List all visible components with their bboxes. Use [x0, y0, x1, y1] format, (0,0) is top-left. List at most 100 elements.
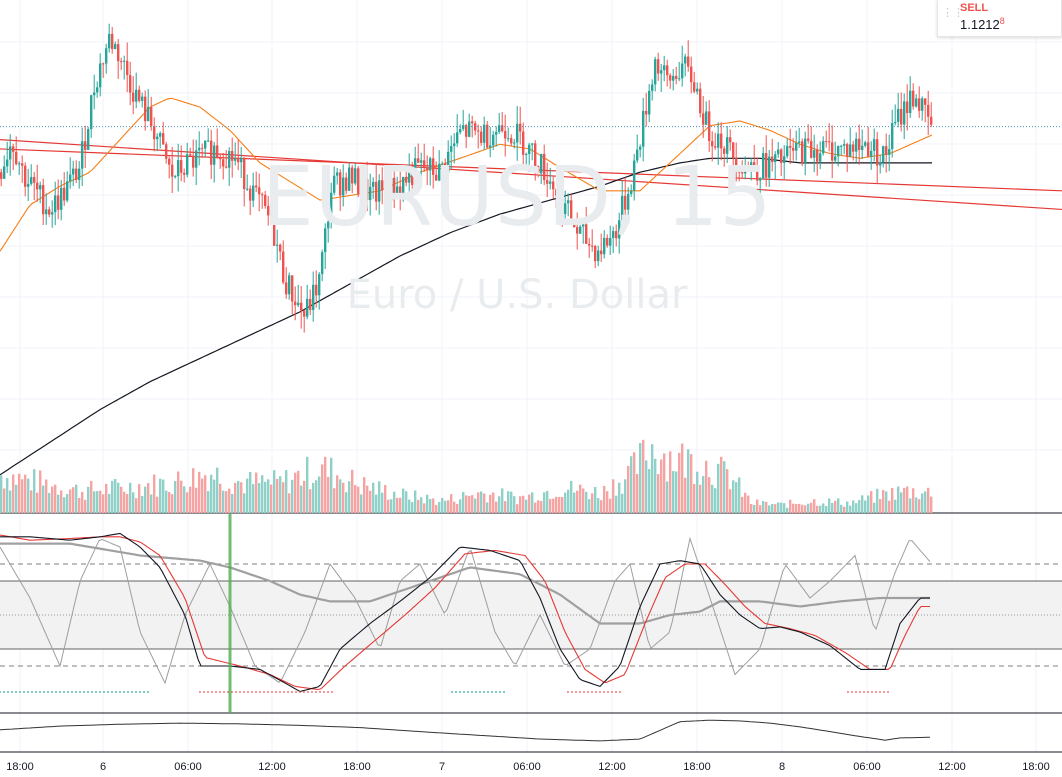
volume-bar: [102, 494, 105, 513]
volume-bar: [363, 477, 366, 513]
volume-bar: [246, 478, 249, 513]
signal-dot: [267, 691, 269, 693]
volume-bar: [606, 491, 609, 513]
candle-body: [633, 160, 636, 191]
volume-bar: [360, 494, 363, 513]
candle-body: [324, 228, 327, 253]
candle-body: [537, 165, 540, 174]
volume-bar: [255, 472, 258, 513]
volume-bar: [39, 470, 42, 513]
candle-body: [606, 237, 609, 246]
signal-dot: [203, 691, 205, 693]
volume-bar: [72, 487, 75, 513]
volume-bar: [339, 479, 342, 513]
candle-body: [828, 141, 831, 143]
candle-body: [438, 163, 441, 181]
signal-dot: [255, 691, 257, 693]
trendline: [0, 148, 1062, 192]
candle-body: [603, 237, 606, 255]
candle-body: [513, 142, 516, 144]
volume-bar: [306, 456, 309, 513]
candle-body: [873, 139, 876, 151]
signal-dot: [75, 691, 77, 693]
volume-bar: [735, 482, 738, 513]
volume-bar: [903, 487, 906, 513]
volume-bar: [489, 494, 492, 513]
candle-body: [249, 188, 252, 201]
candle-body: [879, 162, 882, 166]
signal-dot: [583, 691, 585, 693]
volume-bar: [36, 492, 39, 513]
candle-body: [117, 44, 120, 62]
signal-dot: [219, 691, 221, 693]
candle-body: [171, 164, 174, 177]
volume-bar: [930, 496, 933, 513]
volume-bar: [270, 484, 273, 513]
candle-body: [792, 147, 795, 151]
volume-bar: [696, 471, 699, 513]
candle-body: [18, 163, 21, 165]
candle-body: [84, 141, 87, 150]
volume-bar: [195, 487, 198, 513]
volume-bar: [78, 497, 81, 513]
signal-dot: [139, 691, 141, 693]
candle-body: [66, 181, 69, 201]
sell-price-fraction: 8: [999, 16, 1005, 26]
volume-bar: [180, 480, 183, 513]
candle-body: [456, 132, 459, 144]
candle-body: [129, 75, 132, 93]
candle-body: [504, 131, 507, 139]
candle-body: [648, 90, 651, 115]
volume-bar: [861, 495, 864, 513]
candle-body: [21, 163, 24, 166]
volume-bar: [42, 485, 45, 513]
signal-dot: [115, 691, 117, 693]
sell-price: 1.12128: [960, 16, 1005, 32]
signal-dot: [587, 691, 589, 693]
volume-bar: [108, 493, 111, 513]
candle-body: [453, 143, 456, 147]
candle-body: [672, 75, 675, 81]
volume-bar: [471, 495, 474, 513]
volume-bar: [12, 474, 15, 513]
candle-body: [15, 151, 18, 165]
volume-bar: [231, 493, 234, 513]
time-axis[interactable]: 18:00 6 06:00 12:00 18:00 7 06:00 12:00 18:00 8 06…: [0, 752, 1062, 777]
signal-dot: [247, 691, 249, 693]
trendlines[interactable]: [0, 139, 1062, 211]
time-axis-label: 18:00: [1022, 761, 1050, 773]
candle-body: [285, 282, 288, 295]
volume-bar: [891, 487, 894, 513]
volume-bar: [819, 505, 822, 513]
candle-body: [663, 65, 666, 71]
volume-bar: [399, 497, 402, 513]
sell-button[interactable]: ⋮⋮ SELL 1.12128: [937, 0, 1062, 37]
volume-bar: [834, 500, 837, 513]
volume-bar: [666, 481, 669, 513]
volume-bar: [909, 498, 912, 513]
signal-dot: [79, 691, 81, 693]
volume-bar: [531, 492, 534, 513]
volume-bar: [507, 491, 510, 513]
signal-dot: [147, 691, 149, 693]
volume-bar: [468, 495, 471, 513]
volume-bar: [459, 499, 462, 513]
time-axis-label: 18:00: [6, 761, 34, 773]
drag-handle-icon[interactable]: ⋮⋮: [942, 7, 964, 19]
candle-body: [600, 250, 603, 255]
volume-bar: [510, 491, 513, 513]
volume-bar: [630, 456, 633, 513]
candle-body: [339, 172, 342, 196]
candle-body: [924, 98, 927, 105]
candle-body: [480, 131, 483, 143]
volume-bar: [564, 492, 567, 513]
candle-body: [930, 116, 933, 125]
signal-dot: [211, 691, 213, 693]
signal-dot: [591, 691, 593, 693]
volume-bar: [234, 482, 237, 513]
candle-body: [348, 167, 351, 191]
volume-bar: [561, 497, 564, 513]
volume-bar: [681, 443, 684, 513]
signal-dot: [567, 691, 569, 693]
